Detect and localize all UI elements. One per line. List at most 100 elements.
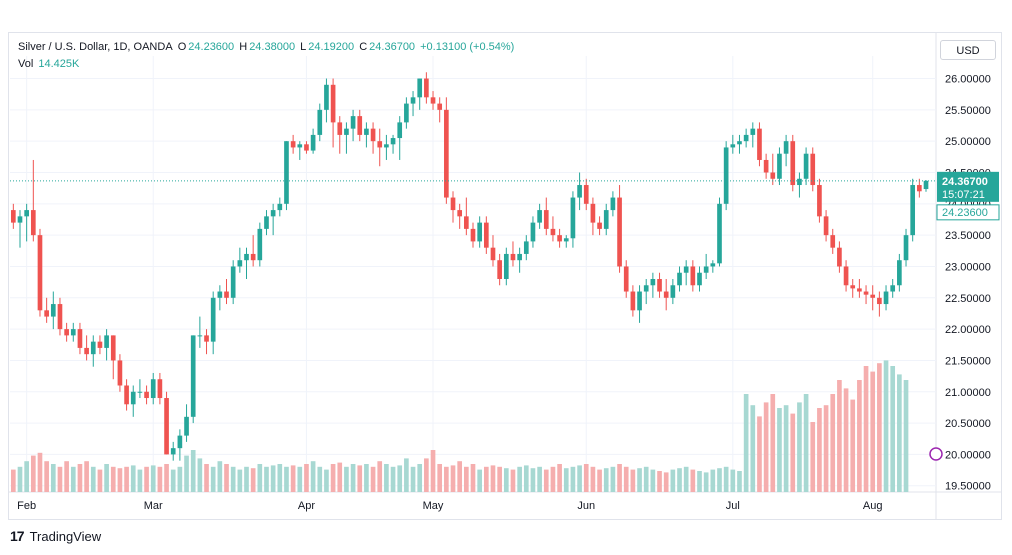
candle-body xyxy=(557,235,562,242)
low-label: L xyxy=(300,41,307,53)
volume-bar xyxy=(550,466,556,492)
candle-body xyxy=(424,78,429,98)
time-tick-label: Jul xyxy=(726,500,740,512)
volume-bar xyxy=(877,363,882,492)
volume-bar xyxy=(10,469,16,492)
open-price-text: 24.23600 xyxy=(942,207,988,219)
volume-bar xyxy=(290,465,296,492)
volume-bar xyxy=(650,469,656,492)
volume-bar xyxy=(570,466,576,492)
volume-bar xyxy=(617,464,622,492)
symbol-title[interactable]: Silver / U.S. Dollar, 1D, OANDA xyxy=(18,41,173,53)
candle-body xyxy=(883,291,889,305)
candle-body xyxy=(890,285,896,292)
volume-bar xyxy=(710,469,716,492)
candle-body xyxy=(50,304,56,317)
candle-body xyxy=(497,260,502,279)
candle-body xyxy=(710,263,716,267)
volume-bar xyxy=(537,466,542,492)
time-tick-label: Apr xyxy=(298,500,315,512)
volume-bar xyxy=(450,465,456,492)
candle-body xyxy=(537,210,542,223)
volume-bar xyxy=(190,450,196,492)
high-value: 24.38000 xyxy=(249,41,296,53)
volume-bar xyxy=(723,466,729,492)
volume-bar xyxy=(44,461,49,492)
volume-bar xyxy=(770,394,776,492)
volume-bar xyxy=(483,466,489,492)
change-value: +0.13100 (+0.54%) xyxy=(420,41,515,53)
candle-body xyxy=(470,228,476,242)
currency-button[interactable]: USD xyxy=(940,40,996,60)
volume-bar xyxy=(870,371,876,492)
candle-body xyxy=(224,291,229,298)
candle-body xyxy=(530,222,536,242)
volume-legend: Vol 14.425K xyxy=(18,58,81,70)
candle-body xyxy=(104,335,109,348)
candle-body xyxy=(750,128,756,135)
candle-body xyxy=(770,172,776,179)
volume-bar xyxy=(170,469,176,492)
price-tick-label: 23.50000 xyxy=(945,230,991,242)
candle-body xyxy=(257,228,263,261)
candle-body xyxy=(410,97,416,104)
candle-body xyxy=(210,297,216,342)
candle-body xyxy=(910,185,916,236)
volume-bars xyxy=(10,360,909,492)
candle-body xyxy=(817,185,822,217)
candle-body xyxy=(763,159,769,173)
candle-body xyxy=(523,241,529,254)
candle-body xyxy=(57,304,63,330)
volume-bar xyxy=(703,472,709,492)
candle-body xyxy=(643,285,649,292)
symbol-legend: Silver / U.S. Dollar, 1D, OANDA O 24.2360… xyxy=(18,41,516,53)
volume-bar xyxy=(857,380,862,492)
volume-bar xyxy=(470,464,476,492)
volume-bar xyxy=(144,466,149,492)
candle-body xyxy=(190,335,196,417)
volume-bar xyxy=(563,468,569,492)
candle-body xyxy=(417,78,423,98)
candle-body xyxy=(110,335,116,361)
volume-bar xyxy=(743,394,749,492)
volume-bar xyxy=(830,394,836,492)
volume-bar xyxy=(370,466,376,492)
grid-lines xyxy=(8,33,1002,519)
candle-body xyxy=(717,203,722,264)
candle-body xyxy=(404,103,409,123)
volume-bar xyxy=(637,468,642,492)
volume-bar xyxy=(890,366,896,492)
candle-body xyxy=(543,210,549,229)
candle-body xyxy=(370,128,376,142)
candle-body xyxy=(550,228,556,236)
candles xyxy=(10,72,929,461)
volume-bar xyxy=(543,469,549,492)
time-axis[interactable]: Feb Mar Apr May Jun Jul Aug xyxy=(17,500,882,512)
volume-bar xyxy=(104,464,109,492)
price-axis[interactable]: 26.0000025.5000025.0000024.5000024.00000… xyxy=(945,74,991,493)
volume-bar xyxy=(503,468,509,492)
volume-bar xyxy=(357,465,363,492)
volume-bar xyxy=(130,465,136,492)
volume-bar xyxy=(210,466,216,492)
volume-bar xyxy=(237,469,243,492)
last-price-tag xyxy=(937,171,999,202)
candle-body xyxy=(297,144,303,148)
time-tick-label: Aug xyxy=(863,500,883,512)
candle-body xyxy=(84,347,89,355)
tradingview-logo[interactable]: 17 TradingView xyxy=(10,528,101,544)
price-tick-label: 23.00000 xyxy=(945,261,991,273)
volume-bar xyxy=(823,405,829,492)
candle-body xyxy=(630,291,636,311)
candle-body xyxy=(184,416,189,436)
candle-body xyxy=(563,238,569,242)
volume-bar xyxy=(397,465,403,492)
tradingview-logo-icon: 17 xyxy=(10,528,25,544)
candle-body xyxy=(783,141,789,154)
volume-bar xyxy=(217,461,223,492)
candle-body xyxy=(197,335,203,337)
price-tick-label: 21.00000 xyxy=(945,387,991,399)
open-price-tag xyxy=(936,204,1000,221)
volume-bar xyxy=(257,464,263,492)
